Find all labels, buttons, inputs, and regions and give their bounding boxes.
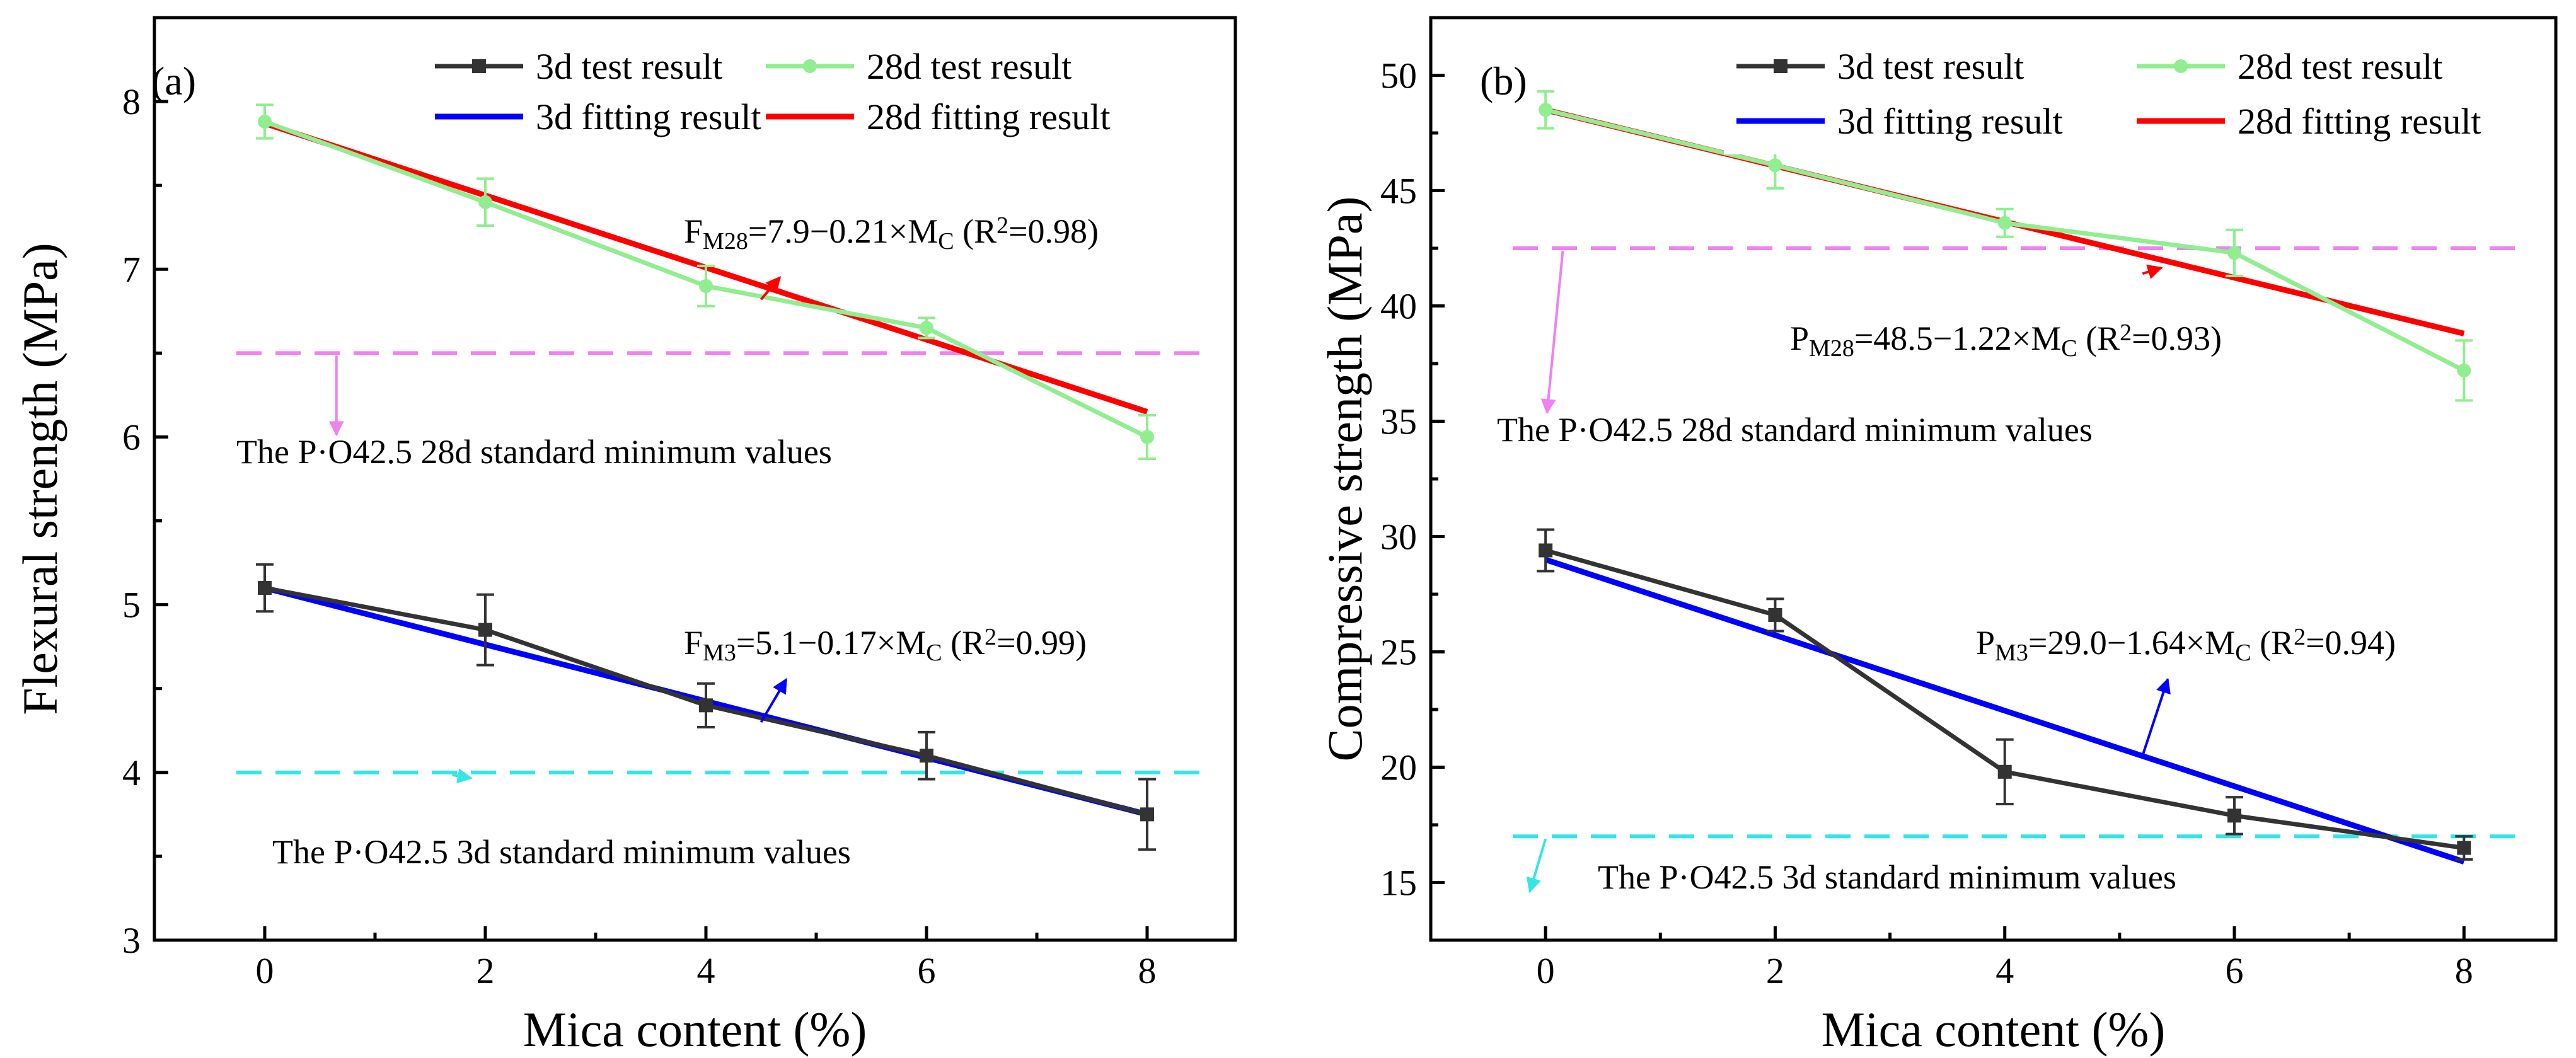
fit-equation: FM3=5.1−0.17×MC (R2=0.99): [684, 624, 1087, 666]
fit-equation: FM28=7.9−0.21×MC (R2=0.98): [684, 212, 1099, 255]
reference-arrow: [1526, 838, 1547, 894]
legend-marker: [472, 59, 486, 73]
y-tick-label: 40: [1380, 286, 1417, 327]
data-point-test_3d: [1997, 764, 2012, 779]
data-point-test_3d: [478, 623, 492, 637]
x-tick-label: 0: [1537, 950, 1555, 991]
data-point-test_28d: [699, 279, 713, 293]
legend-background: [1724, 40, 2486, 154]
equation-arrow: [760, 677, 788, 723]
legend-label: 28d fitting result: [2238, 101, 2481, 142]
legend-marker: [803, 59, 817, 73]
equation-arrow: [760, 276, 782, 301]
y-axis-label: Compressive strength (MPa): [1317, 197, 1372, 762]
y-axis-label: Flexural strength (MPa): [13, 243, 67, 715]
data-point-test_3d: [2227, 808, 2241, 823]
x-tick-label: 6: [918, 950, 936, 991]
x-tick-label: 2: [477, 950, 495, 991]
data-point-test_28d: [478, 195, 492, 209]
reference-label: The P·O42.5 28d standard minimum values: [236, 433, 832, 471]
chart-panel-a: 0 2 4 6 8 3 4 5 6 7 8 Mica content (%) Flexural stre…: [13, 16, 1237, 1057]
equation-arrow: [2141, 677, 2171, 756]
plot-frame: [153, 16, 1237, 942]
panel-label: (a): [151, 59, 196, 103]
data-point-test_3d: [1539, 543, 1553, 558]
y-tick-label: 8: [122, 81, 141, 122]
y-tick-label: 4: [122, 752, 141, 793]
x-tick-label: 6: [2226, 950, 2244, 991]
data-point-test_3d: [2457, 841, 2471, 855]
y-tick-label: 5: [122, 585, 141, 626]
reference-arrow: [1540, 250, 1564, 415]
reference-label: The P·O42.5 3d standard minimum values: [272, 833, 851, 871]
y-tick-label: 50: [1380, 55, 1417, 96]
y-tick-label: 45: [1380, 171, 1417, 212]
fit-equation: PM3=29.0−1.64×MC (R2=0.94): [1976, 624, 2396, 666]
legend-label: 28d test result: [867, 46, 1071, 87]
y-tick-label: 25: [1380, 632, 1417, 673]
reference-label: The P·O42.5 28d standard minimum values: [1497, 411, 2093, 449]
x-tick-label: 8: [2455, 950, 2473, 991]
legend-label: 3d fitting result: [536, 96, 761, 137]
legend-label: 3d test result: [1837, 46, 2024, 87]
data-point-test_3d: [699, 698, 713, 713]
panel-label: (b): [1480, 59, 1527, 103]
data-point-test_28d: [1140, 430, 1154, 444]
data-point-test_28d: [1539, 103, 1553, 117]
data-point-test_3d: [920, 749, 933, 763]
data-point-test_28d: [2457, 363, 2471, 377]
plot-frame: [1429, 16, 2558, 942]
reference-label: The P·O42.5 3d standard minimum values: [1598, 858, 2176, 896]
reference-arrow: [452, 768, 473, 784]
y-tick-label: 7: [122, 249, 141, 290]
legend-marker: [1774, 59, 1788, 73]
y-tick-label: 15: [1380, 863, 1417, 904]
data-point-test_28d: [2227, 246, 2241, 260]
equation-arrow: [2142, 264, 2163, 279]
legend-label: 28d test result: [2238, 46, 2442, 87]
data-point-test_28d: [258, 115, 272, 129]
legend-marker: [2174, 59, 2188, 73]
x-tick-label: 0: [256, 950, 274, 991]
x-axis-label: Mica content (%): [523, 1002, 867, 1057]
data-point-test_28d: [1768, 158, 1782, 173]
legend-background: [422, 40, 1046, 150]
legend-label: 28d fitting result: [867, 96, 1111, 137]
data-point-test_28d: [1997, 216, 2012, 230]
series-line-fit_3d: [1544, 556, 2465, 865]
y-tick-label: 30: [1380, 517, 1417, 558]
legend-label: 3d test result: [536, 46, 722, 87]
data-point-test_28d: [920, 321, 933, 335]
y-tick-label: 35: [1380, 401, 1417, 442]
fit-equation: PM28=48.5−1.22×MC (R2=0.93): [1790, 319, 2222, 362]
x-tick-label: 2: [1766, 950, 1784, 991]
x-axis-label: Mica content (%): [1822, 1002, 2166, 1057]
y-tick-label: 20: [1380, 747, 1417, 788]
y-tick-label: 6: [122, 417, 141, 457]
x-tick-label: 4: [1996, 950, 2014, 991]
x-tick-label: 4: [697, 950, 715, 991]
data-point-test_3d: [1768, 607, 1782, 622]
legend-label: 3d fitting result: [1837, 101, 2063, 142]
data-point-test_3d: [258, 581, 272, 595]
data-point-test_3d: [1140, 807, 1154, 822]
y-tick-label: 3: [122, 920, 141, 961]
x-tick-label: 8: [1138, 950, 1157, 991]
chart-panel-b: 0 2 4 6 8 15 20 25 30 35 40 45 50 Mica content (%) Com…: [1317, 16, 2558, 1057]
